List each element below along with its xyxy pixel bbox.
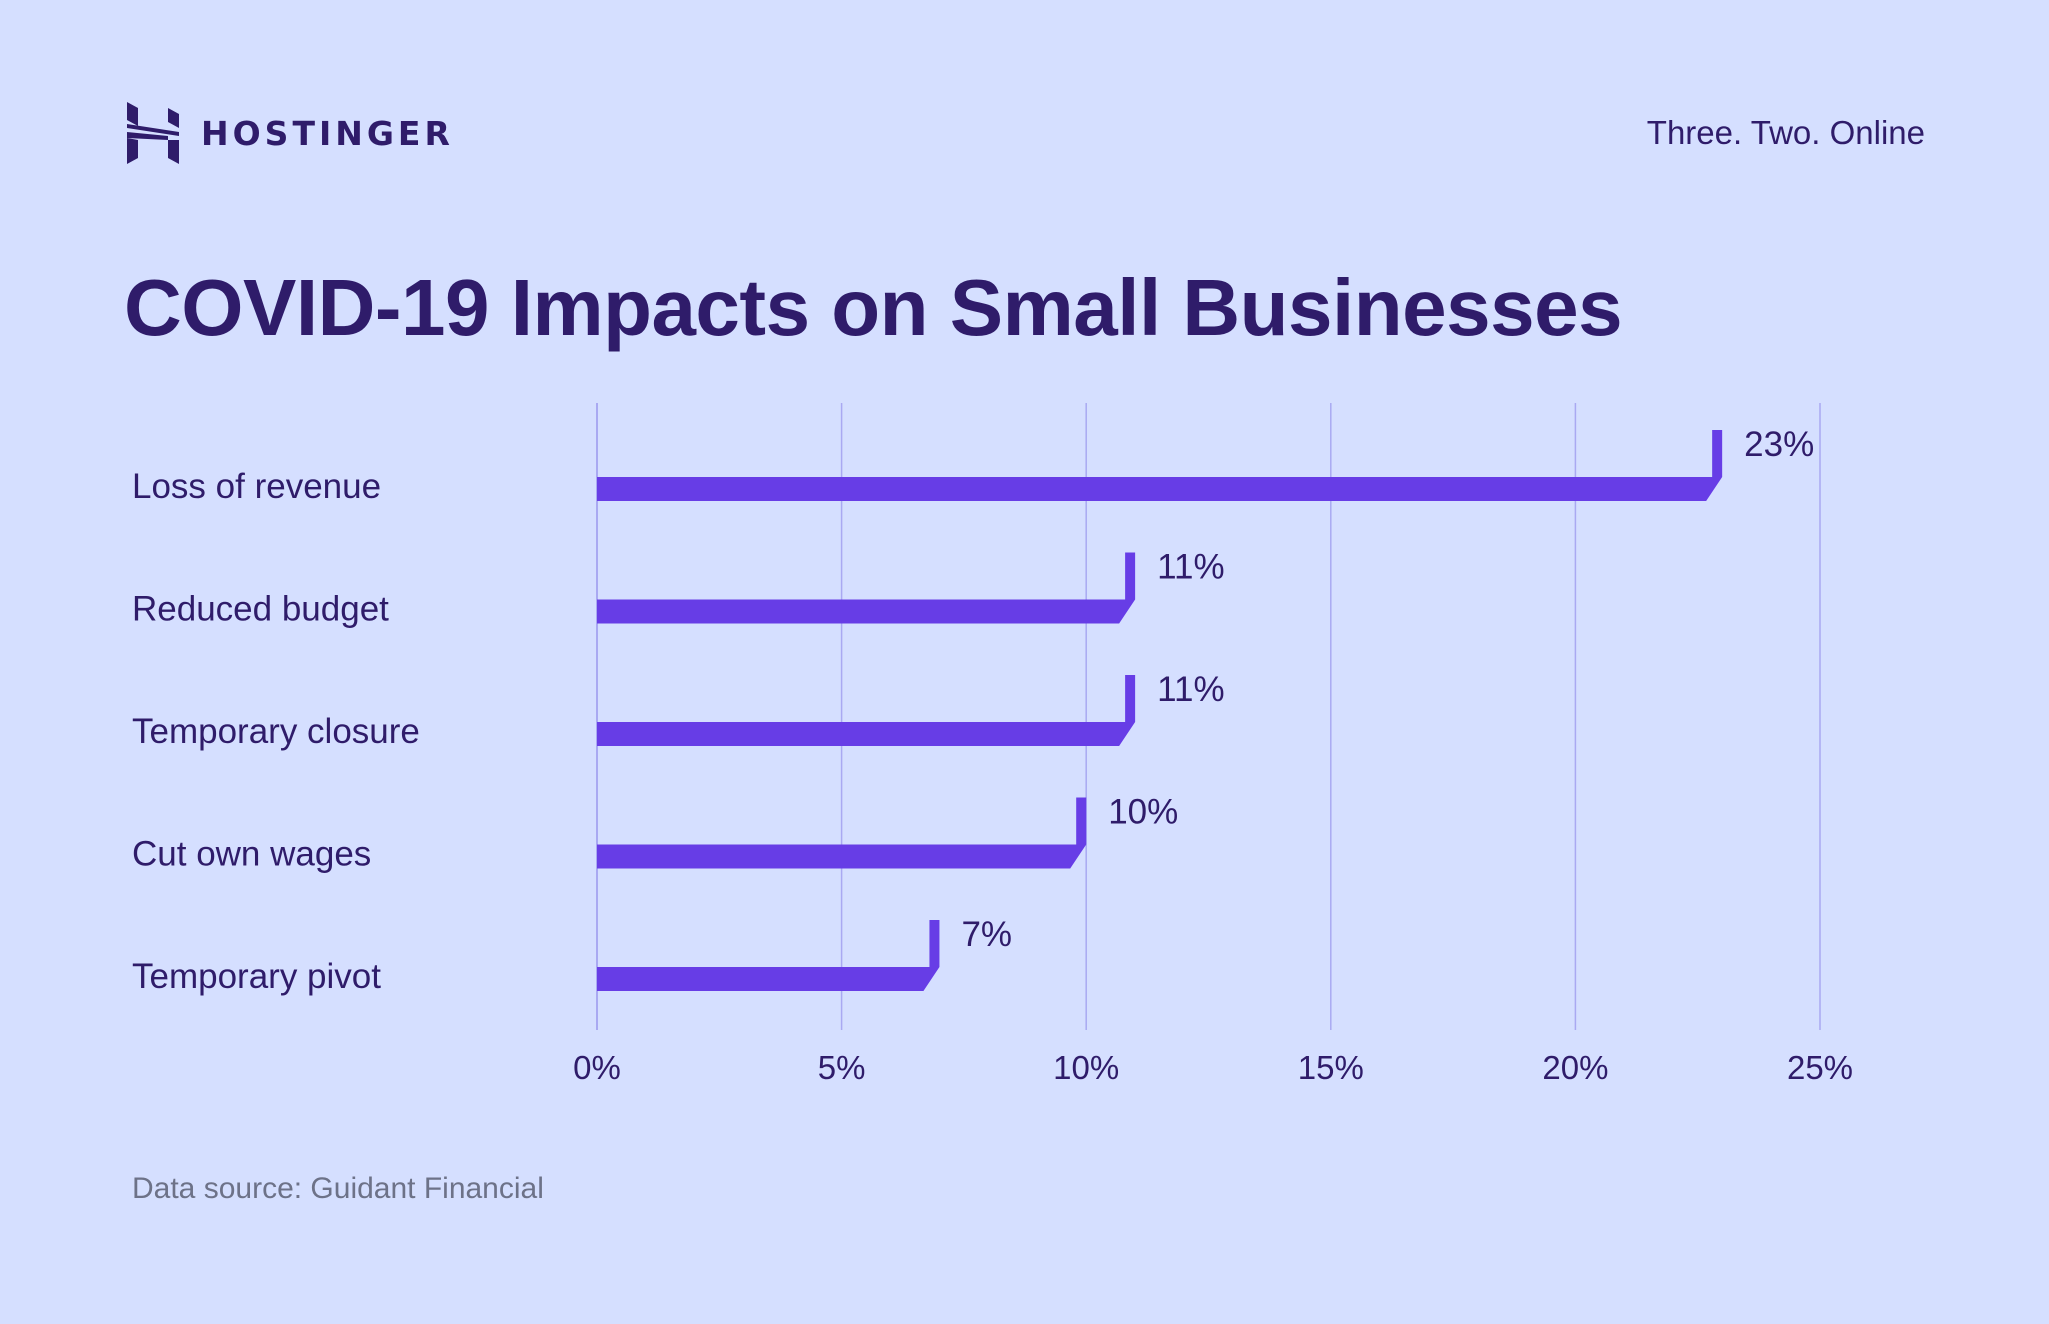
value-label: 11% xyxy=(1157,548,1224,587)
value-label: 7% xyxy=(961,915,1012,954)
category-label: Temporary closure xyxy=(132,712,420,751)
tagline: Three. Two. Online xyxy=(1646,114,1925,151)
value-label: 10% xyxy=(1108,793,1178,832)
brand-name: HOSTINGER xyxy=(201,113,454,153)
bar xyxy=(597,552,1136,624)
category-label: Reduced budget xyxy=(132,590,389,629)
value-label: 23% xyxy=(1744,425,1814,464)
x-tick-label: 25% xyxy=(1787,1049,1853,1086)
value-label: 11% xyxy=(1157,670,1224,709)
hostinger-logo-icon xyxy=(127,102,179,164)
x-tick-label: 15% xyxy=(1298,1049,1364,1086)
category-label: Temporary pivot xyxy=(132,957,381,996)
x-tick-label: 5% xyxy=(818,1049,866,1086)
x-tick-label: 0% xyxy=(573,1049,621,1086)
x-tick-label: 10% xyxy=(1053,1049,1119,1086)
data-source: Data source: Guidant Financial xyxy=(132,1172,544,1205)
chart-title: COVID-19 Impacts on Small Businesses xyxy=(124,263,1623,352)
bar xyxy=(597,797,1087,869)
category-label: Loss of revenue xyxy=(132,467,381,506)
brand-logo: HOSTINGER xyxy=(127,102,454,164)
bar xyxy=(597,920,940,991)
category-label: Cut own wages xyxy=(132,835,371,874)
x-tick-label: 20% xyxy=(1542,1049,1608,1086)
bar xyxy=(597,675,1136,746)
bar xyxy=(597,430,1723,501)
